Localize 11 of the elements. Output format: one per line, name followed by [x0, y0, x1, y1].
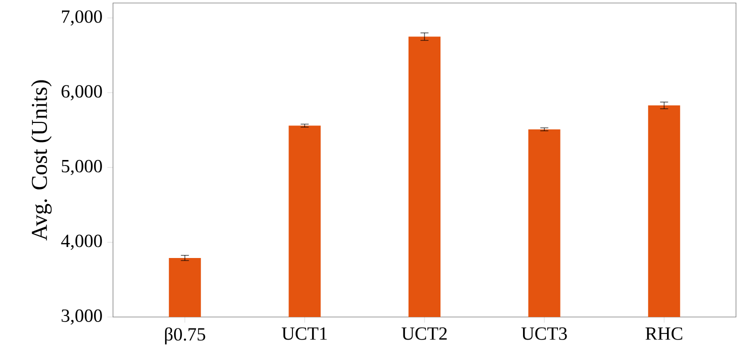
y-tick-label: 7,000: [62, 10, 102, 26]
y-tick-label: 6,000: [62, 85, 102, 100]
x-tick-label: RHC: [646, 327, 682, 340]
y-axis-title: Avg. Cost (Units): [31, 80, 52, 240]
x-tick-label: β0.75: [165, 327, 206, 344]
y-tick-label: 5,000: [62, 160, 102, 176]
y-tick-label: 3,000: [62, 309, 102, 325]
x-tick-label: UCT1: [282, 327, 327, 340]
x-tick-label: UCT2: [402, 327, 447, 340]
x-tick-label: UCT3: [521, 327, 567, 340]
y-tick-label: 4,000: [61, 234, 102, 250]
